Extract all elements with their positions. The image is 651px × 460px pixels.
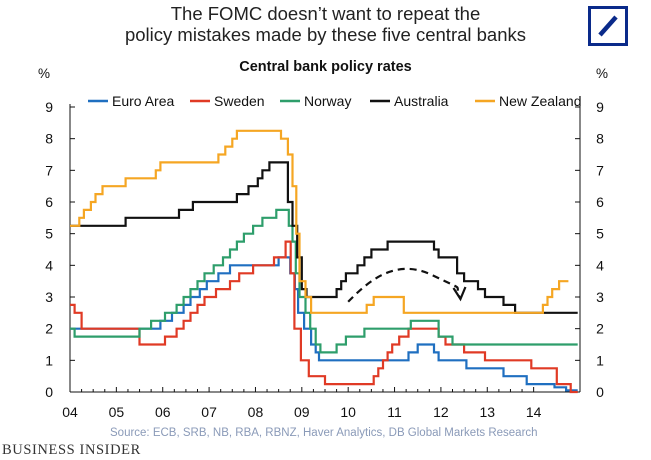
y-tick-label-left: 4	[45, 257, 53, 273]
y-axis-unit-right: %	[596, 66, 609, 81]
y-tick-label-right: 3	[596, 289, 604, 305]
x-tick-label: 08	[248, 404, 264, 420]
y-tick-label-left: 3	[45, 289, 53, 305]
y-tick-label-right: 7	[596, 162, 604, 178]
headline: The FOMC doesn’t want to repeat the poli…	[0, 3, 651, 45]
y-tick-label-right: 5	[596, 226, 604, 242]
y-tick-label-left: 5	[45, 226, 53, 242]
y-tick-label-left: 8	[45, 131, 53, 147]
series-line-sweden	[70, 240, 578, 394]
y-tick-label-left: 9	[45, 99, 53, 115]
y-tick-label-right: 4	[596, 257, 604, 273]
annotation-dashed-arrow	[347, 267, 461, 303]
y-axis-unit-left: %	[38, 66, 51, 81]
series-line-norway	[70, 208, 578, 354]
x-tick-label: 11	[387, 404, 402, 420]
series-line-euro-area	[70, 256, 578, 392]
x-tick-label: 13	[479, 404, 495, 420]
legend-label-euro-area: Euro Area	[112, 93, 174, 109]
annotation-arrowhead	[452, 286, 467, 302]
business-insider-brand: BUSINESS INSIDER	[2, 442, 141, 458]
legend-label-new-zealand: New Zealand	[499, 93, 582, 109]
x-tick-label: 10	[340, 404, 356, 420]
deutsche-bank-logo-icon	[588, 6, 628, 46]
legend-label-sweden: Sweden	[214, 93, 265, 109]
y-tick-label-right: 2	[596, 321, 604, 337]
y-tick-label-right: 8	[596, 131, 604, 147]
legend-label-australia: Australia	[394, 93, 449, 109]
headline-line-1: The FOMC doesn’t want to repeat the	[170, 3, 481, 24]
y-tick-label-right: 0	[596, 384, 604, 400]
headline-line-2: policy mistakes made by these five centr…	[124, 24, 527, 45]
source-note: Source: ECB, SRB, NB, RBA, RBNZ, Haver A…	[110, 427, 538, 439]
x-tick-label: 06	[155, 404, 171, 420]
chart-title: Central bank policy rates	[239, 59, 412, 75]
y-tick-label-left: 6	[45, 194, 53, 210]
y-tick-label-left: 7	[45, 162, 53, 178]
x-tick-label: 09	[294, 404, 310, 420]
x-tick-label: 14	[526, 404, 542, 420]
y-tick-label-right: 9	[596, 99, 604, 115]
series-line-new-zealand	[70, 129, 569, 314]
y-tick-label-left: 0	[45, 384, 53, 400]
y-tick-label-left: 1	[45, 352, 53, 368]
x-tick-label: 04	[62, 404, 78, 420]
y-tick-label-left: 2	[45, 321, 53, 337]
y-tick-label-right: 1	[596, 352, 604, 368]
series-line-australia	[70, 161, 578, 314]
x-tick-label: 07	[201, 404, 217, 420]
legend-label-norway: Norway	[304, 93, 351, 109]
y-tick-label-right: 6	[596, 194, 604, 210]
x-tick-label: 05	[109, 404, 125, 420]
x-tick-label: 12	[433, 404, 449, 420]
